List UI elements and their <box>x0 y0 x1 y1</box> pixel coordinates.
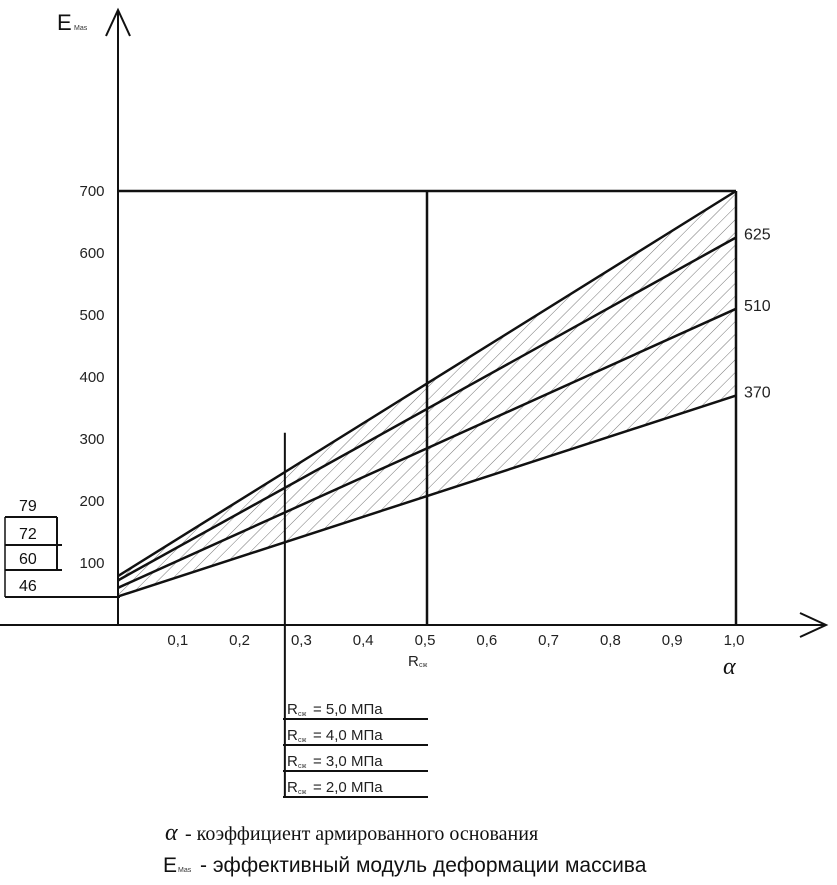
y-axis-title: E <box>57 10 72 35</box>
x-marker-label: R <box>408 653 419 670</box>
series-end-label: 370 <box>744 385 771 402</box>
axes <box>0 7 829 638</box>
y-tick-label: 600 <box>79 245 104 262</box>
caption-alpha-symbol: α <box>165 820 178 846</box>
x-axis-title: α <box>723 654 736 680</box>
x-tick-label: 0,2 <box>229 632 250 649</box>
series-line-2 <box>117 236 737 582</box>
x-tick-label: 0,4 <box>353 632 374 649</box>
caption-alpha-text: - коэффициент армированного основания <box>185 823 538 845</box>
x-tick-label: 0,8 <box>600 632 621 649</box>
intercept-value: 46 <box>19 578 37 595</box>
legend: R сж = 5,0 МПа R сж = 4,0 МПа R сж = 3,0… <box>283 701 428 798</box>
legend-sub: сж <box>298 789 307 796</box>
legend-prefix: R <box>287 753 298 770</box>
series-end-label: 510 <box>744 298 771 315</box>
y-tick-label: 200 <box>79 493 104 510</box>
y-tick-label: 400 <box>79 369 104 386</box>
series-line-4 <box>117 394 737 598</box>
y-tick-label: 300 <box>79 431 104 448</box>
legend-prefix: R <box>287 779 298 796</box>
x-tick-label: 0,7 <box>538 632 559 649</box>
captions: α - коэффициент армированного основания … <box>163 820 647 877</box>
series-lines <box>117 189 737 598</box>
y-tick-label: 700 <box>79 183 104 200</box>
series-end-label: 625 <box>744 227 771 244</box>
intercept-value: 79 <box>19 498 37 515</box>
legend-text: = 3,0 МПа <box>313 753 383 770</box>
series-line-1 <box>117 189 737 578</box>
intercept-boxes: 79 72 60 46 <box>4 498 120 598</box>
legend-sub: сж <box>298 711 307 718</box>
x-tick-label: 0,1 <box>167 632 188 649</box>
legend-sub: сж <box>298 737 307 744</box>
legend-text: = 5,0 МПа <box>313 701 383 718</box>
intercept-value: 60 <box>19 551 37 568</box>
x-tick-label: 0,3 <box>291 632 312 649</box>
legend-prefix: R <box>287 727 298 744</box>
y-tick-label: 500 <box>79 307 104 324</box>
legend-text: = 4,0 МПа <box>313 727 383 744</box>
x-axis-arrow-icon <box>799 612 829 638</box>
legend-text: = 2,0 МПа <box>313 779 383 796</box>
legend-sub: сж <box>298 763 307 770</box>
caption-e-sub: Mas <box>178 867 192 874</box>
x-tick-label: 1,0 <box>724 632 745 649</box>
legend-prefix: R <box>287 701 298 718</box>
y-axis-title-sub: Mas <box>74 25 88 32</box>
caption-e-symbol: E <box>163 854 177 877</box>
y-tick-labels: 100 200 300 400 500 600 700 <box>79 183 104 572</box>
y-tick-label: 100 <box>79 555 104 572</box>
series-line-3 <box>117 307 737 589</box>
caption-e-text: - эффективный модуль деформации массива <box>200 854 647 877</box>
x-tick-labels: 0,1 0,2 0,3 0,4 0,5 0,6 0,7 0,8 0,9 1,0 <box>167 632 744 649</box>
x-marker-sub: сж <box>419 662 428 669</box>
x-tick-label: 0,9 <box>662 632 683 649</box>
x-tick-label: 0,6 <box>476 632 497 649</box>
x-tick-label: 0,5 <box>415 632 436 649</box>
series-end-labels: 625 510 370 <box>744 227 771 402</box>
y-axis-arrow-icon <box>105 7 131 37</box>
intercept-value: 72 <box>19 526 37 543</box>
